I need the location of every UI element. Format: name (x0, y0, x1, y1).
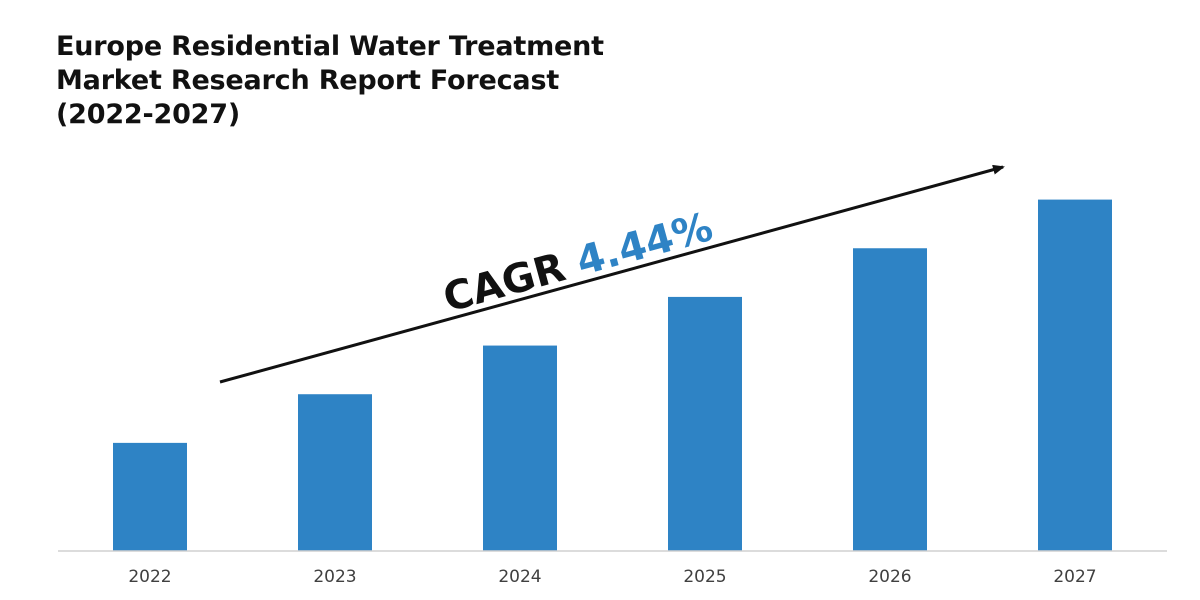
cagr-value: 4.44% (572, 204, 718, 285)
x-tick-labels: 2022 2023 2024 2025 2026 2027 (128, 567, 1096, 587)
bar-2027 (1038, 199, 1112, 551)
trend-arrow (219, 164, 1005, 384)
cagr-label: CAGR (438, 244, 570, 321)
chart-title: Europe Residential Water Treatment Marke… (56, 30, 604, 132)
x-tick-label-2023: 2023 (313, 567, 356, 587)
bar-2023 (298, 394, 372, 551)
x-tick-label-2025: 2025 (683, 567, 726, 587)
bars-group (113, 199, 1112, 551)
x-tick-label-2022: 2022 (128, 567, 171, 587)
x-tick-label-2027: 2027 (1053, 567, 1096, 587)
bar-2022 (113, 442, 187, 551)
chart-title-line-2: Market Research Report Forecast (56, 65, 560, 96)
bar-2024 (483, 345, 557, 551)
bar-2025 (668, 296, 742, 551)
x-tick-label-2024: 2024 (498, 567, 541, 587)
x-tick-label-2026: 2026 (868, 567, 911, 587)
chart-title-line-1: Europe Residential Water Treatment (56, 31, 604, 62)
bar-2026 (853, 248, 927, 551)
chart-title-line-3: (2022-2027) (56, 99, 240, 130)
